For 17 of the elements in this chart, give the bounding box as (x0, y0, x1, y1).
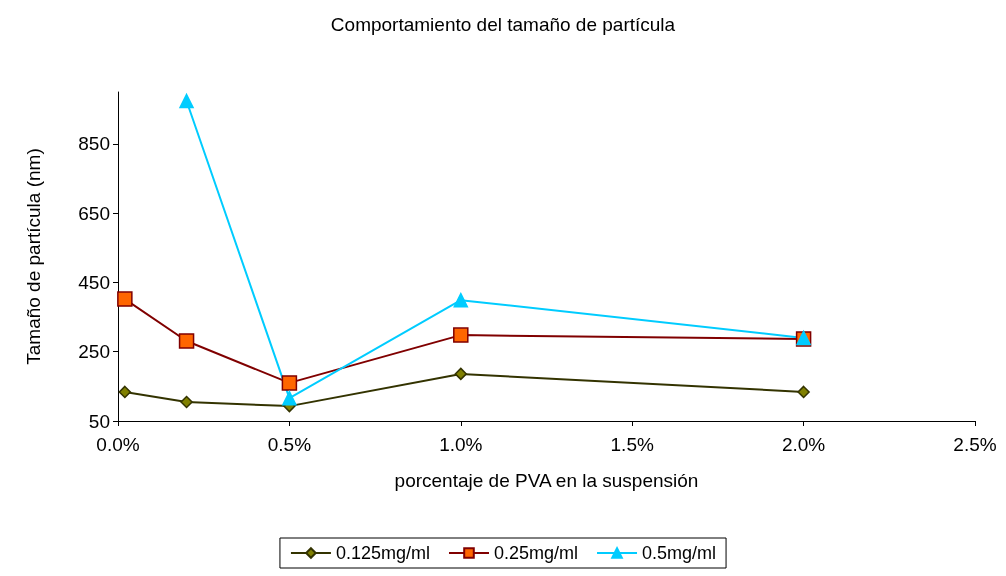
legend-label: 0.25mg/ml (493, 543, 579, 563)
x-tick-label: 1.5% (610, 434, 654, 455)
x-axis-title: porcentaje de PVA en la suspensión (394, 470, 699, 491)
x-tick-label: 0.5% (267, 434, 312, 455)
legend-label: 0.125mg/ml (335, 543, 430, 563)
x-tick-label: 0.0% (96, 434, 140, 455)
chart-title: Comportamiento del tamaño de partícula (330, 14, 676, 35)
y-axis-title: Tamaño de partícula (nm) (23, 148, 44, 365)
y-tick-label: 450 (78, 271, 110, 293)
y-tick-label: 850 (78, 133, 110, 155)
y-tick-label: 50 (88, 410, 110, 432)
x-tick-label: 2.0% (781, 434, 826, 455)
y-tick-label: 650 (78, 202, 110, 224)
y-tick-label: 250 (78, 341, 110, 363)
x-tick-label: 2.5% (953, 434, 997, 455)
legend-label: 0.5mg/ml (642, 543, 717, 563)
x-tick-label: 1.0% (439, 434, 483, 455)
